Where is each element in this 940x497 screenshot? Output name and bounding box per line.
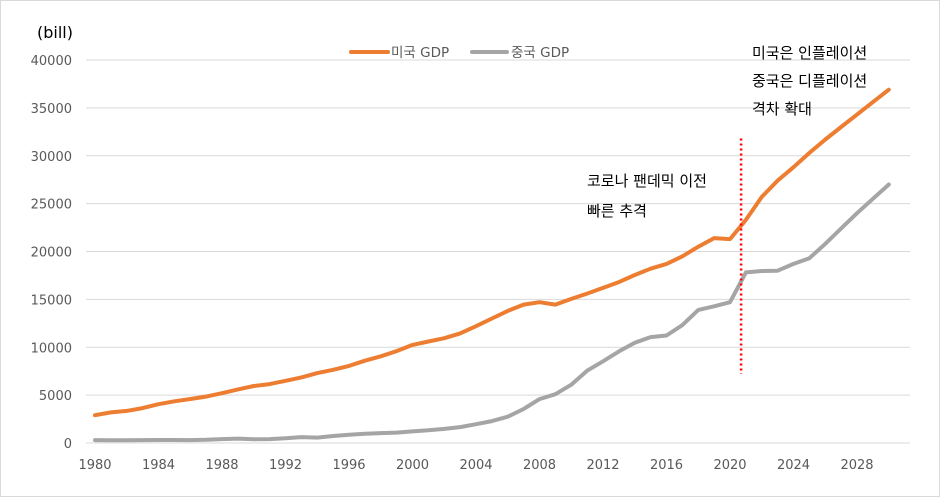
- x-axis-ticks: 1980 1984 1988 1992 1996 2000 2004 2008 2012 2016…: [78, 458, 873, 473]
- y-tick-label: 30000: [31, 150, 72, 165]
- y-axis-ticks: 0 5000 10000 15000 20000 25000 30000 35000 40000: [31, 54, 72, 452]
- x-tick-label: 1992: [269, 458, 302, 473]
- y-tick-label: 35000: [31, 102, 72, 117]
- legend-item-us[interactable]: 미국 GDP: [349, 45, 449, 61]
- y-tick-label: 40000: [31, 54, 72, 69]
- series-line-china-gdp: [93, 182, 891, 443]
- x-tick-label: 2008: [523, 458, 556, 473]
- x-tick-label: 2004: [459, 458, 492, 473]
- annotation-gap-line2: 중국은 디플레이션: [752, 72, 867, 90]
- x-tick-label: 2020: [713, 458, 746, 473]
- y-tick-label: 5000: [39, 389, 72, 404]
- series-line-us-gdp: [93, 87, 891, 418]
- annotation-gap: 미국은 인플레이션 중국은 디플레이션 격차 확대: [752, 44, 867, 118]
- y-tick-label: 10000: [31, 341, 72, 356]
- series-lines: [93, 87, 891, 443]
- x-tick-label: 2028: [840, 458, 873, 473]
- legend: 미국 GDP 중국 GDP: [349, 45, 569, 61]
- annotation-pandemic: 코로나 팬데믹 이전 빠른 추격: [587, 172, 707, 220]
- x-tick-label: 1984: [142, 458, 175, 473]
- x-tick-label: 1980: [78, 458, 111, 473]
- y-tick-label: 25000: [31, 198, 72, 213]
- x-tick-label: 2000: [396, 458, 429, 473]
- y-tick-label: 20000: [31, 246, 72, 261]
- legend-item-china[interactable]: 중국 GDP: [470, 45, 569, 61]
- gridlines: [86, 59, 910, 444]
- y-tick-label: 15000: [31, 293, 72, 308]
- x-tick-label: 1996: [332, 458, 365, 473]
- x-tick-label: 2016: [650, 458, 683, 473]
- x-tick-label: 2012: [586, 458, 619, 473]
- legend-label-china: 중국 GDP: [511, 45, 569, 61]
- annotation-pandemic-line1: 코로나 팬데믹 이전: [587, 172, 707, 190]
- legend-label-us: 미국 GDP: [391, 45, 449, 61]
- annotation-gap-line3: 격차 확대: [752, 100, 812, 118]
- annotation-gap-line1: 미국은 인플레이션: [752, 44, 867, 62]
- y-tick-label: 0: [64, 437, 72, 452]
- annotation-pandemic-line2: 빠른 추격: [587, 202, 647, 220]
- x-tick-label: 2024: [777, 458, 810, 473]
- y-axis-unit-label: (bill): [37, 23, 73, 42]
- x-tick-label: 1988: [205, 458, 238, 473]
